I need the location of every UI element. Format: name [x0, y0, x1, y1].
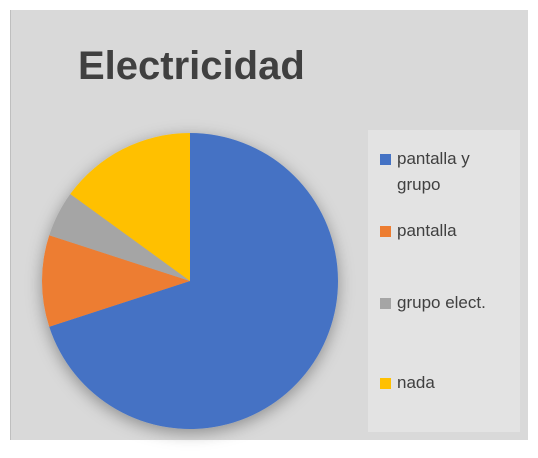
- legend-swatch: [380, 226, 391, 237]
- legend-label: pantalla y grupo: [397, 149, 470, 194]
- chart-title: Electricidad: [78, 44, 305, 88]
- legend-entry: grupo elect.: [380, 290, 520, 316]
- pie-slice: [49, 133, 338, 430]
- legend-label: pantalla: [397, 221, 457, 240]
- pie-slice: [49, 194, 190, 281]
- legend-entry: pantalla y grupo: [380, 146, 520, 198]
- legend: pantalla y grupo pantalla grupo elect. nada: [368, 130, 520, 432]
- pie-slice: [41, 235, 190, 327]
- legend-entry: nada: [380, 370, 520, 396]
- pie: [41, 133, 338, 430]
- legend-swatch: [380, 154, 391, 165]
- legend-swatch: [380, 378, 391, 389]
- legend-swatch: [380, 298, 391, 309]
- pie-slice: [70, 133, 190, 281]
- legend-label: grupo elect.: [397, 293, 486, 312]
- legend-entry: pantalla: [380, 218, 520, 244]
- legend-label: nada: [397, 373, 435, 392]
